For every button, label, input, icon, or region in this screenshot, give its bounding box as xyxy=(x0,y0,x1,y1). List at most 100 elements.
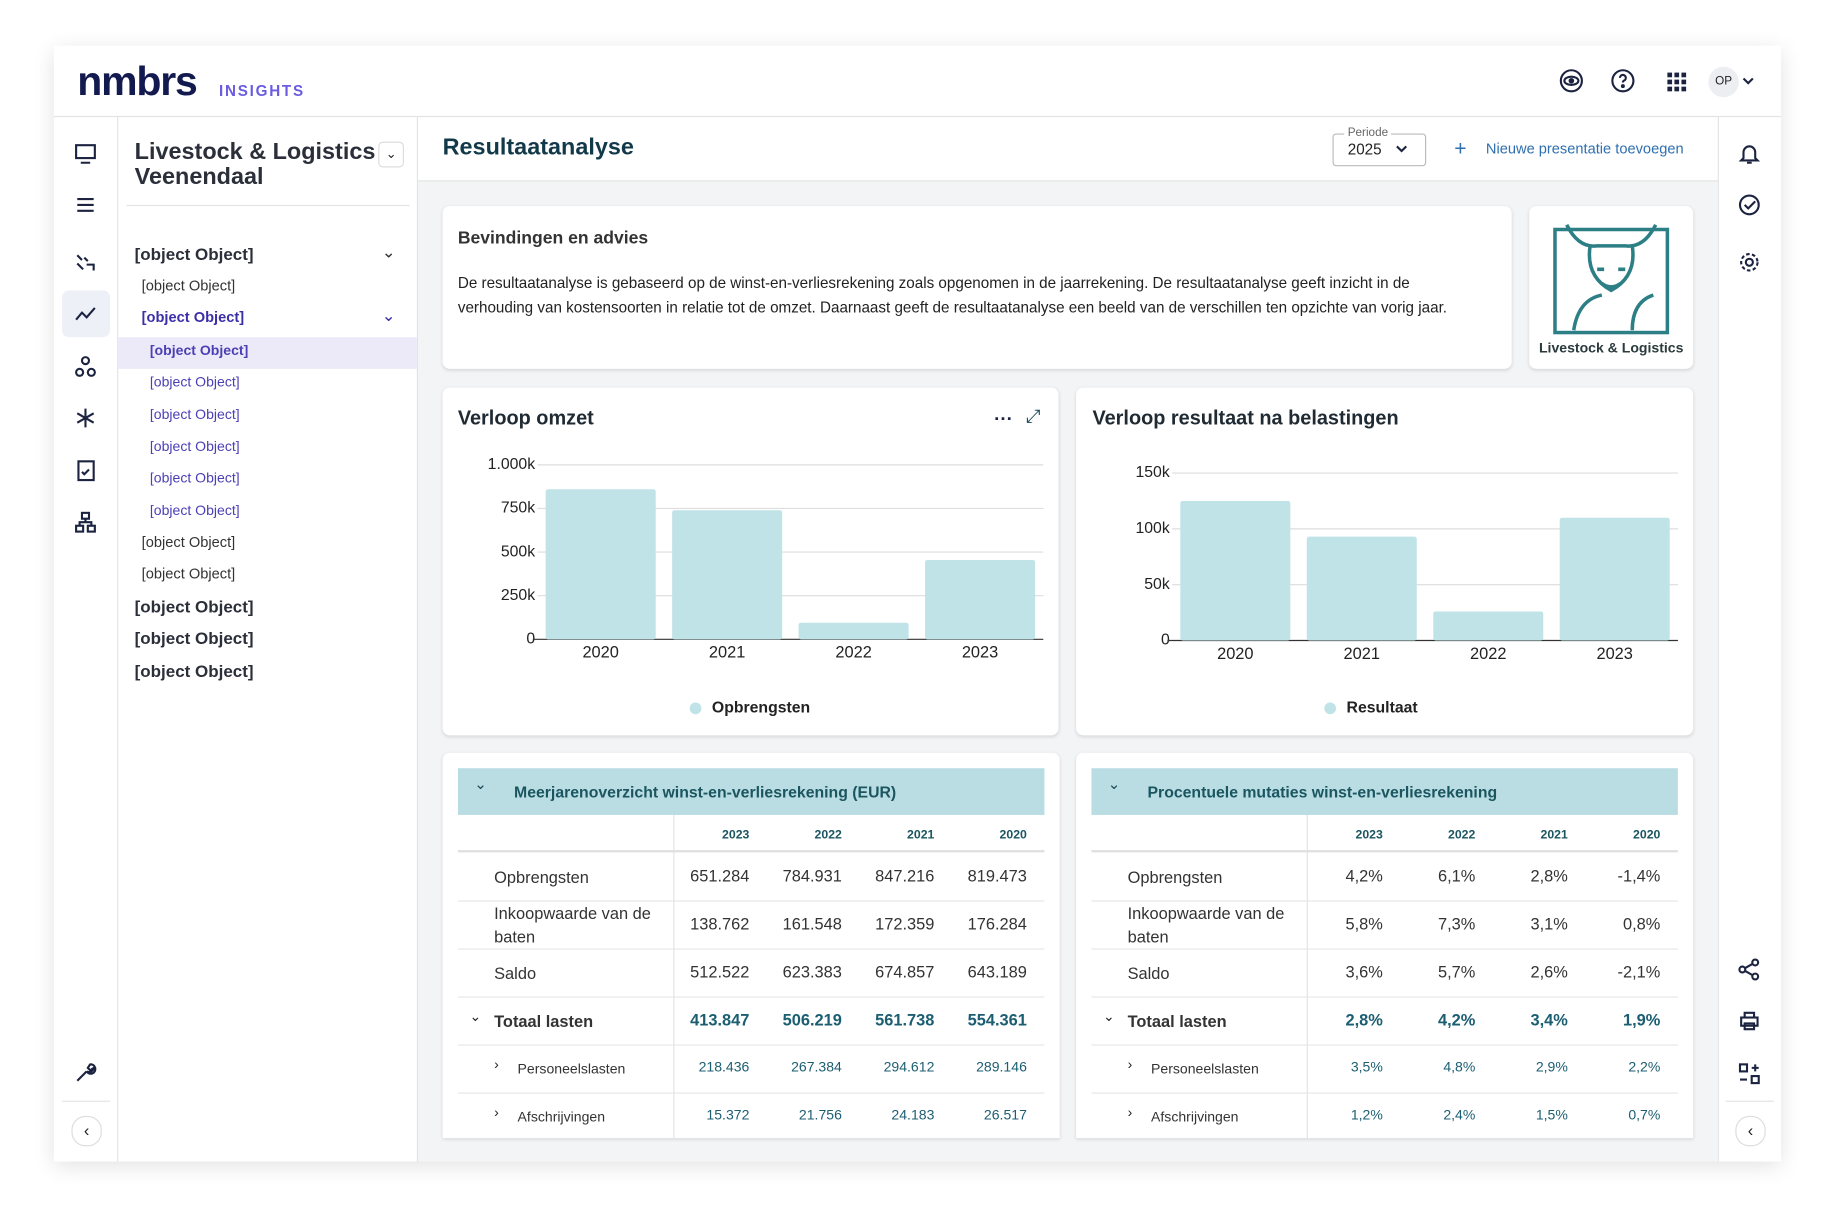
table-collapse[interactable]: ⌄ xyxy=(1107,775,1121,793)
share-icon[interactable] xyxy=(1736,957,1762,983)
nav-item[interactable]: [object Object] xyxy=(149,502,240,519)
row-label: Opbrengsten xyxy=(1127,867,1223,886)
row-rule xyxy=(1091,1092,1678,1094)
legend-label: Resultaat xyxy=(1347,700,1419,717)
nav-item[interactable]: [object Object] xyxy=(134,598,254,618)
add-button[interactable]: Nieuwe presentatie toevoegen xyxy=(1485,140,1684,157)
rail-icon[interactable] xyxy=(73,141,99,167)
apps-icon[interactable] xyxy=(1664,69,1690,95)
row-label: Afschrijvingen xyxy=(517,1108,606,1125)
legend-marker xyxy=(689,702,702,715)
nav-item[interactable]: [object Object] xyxy=(149,437,240,455)
rail-icon[interactable] xyxy=(73,354,99,380)
chart-expand[interactable]: ⤢ xyxy=(1025,407,1041,428)
row-rule xyxy=(1091,996,1678,998)
cell: 138.762 xyxy=(690,914,750,934)
view-icon[interactable] xyxy=(1558,68,1584,94)
row-rule xyxy=(1091,948,1678,950)
cell: 2,8% xyxy=(1530,866,1568,886)
nav-item[interactable]: [object Object] xyxy=(149,341,249,359)
rail-icon[interactable] xyxy=(73,458,99,484)
rail-divider xyxy=(1725,1100,1774,1102)
period-chevron xyxy=(1396,145,1408,153)
column-header: 2020 xyxy=(999,827,1027,842)
cell: 4,2% xyxy=(1437,1010,1476,1030)
cell: 21.756 xyxy=(798,1106,842,1123)
row-label: Afschrijvingen xyxy=(1151,1108,1239,1125)
header-rule xyxy=(1091,850,1678,853)
nav-item[interactable]: [object Object] xyxy=(141,533,236,551)
y-tick-label: 100k xyxy=(1135,520,1169,537)
cell: 24.183 xyxy=(891,1106,935,1123)
cell: 26.517 xyxy=(983,1106,1027,1123)
row-toggle[interactable]: ⌄ xyxy=(469,1008,482,1025)
avatar[interactable]: OP xyxy=(1708,66,1739,98)
export-icon[interactable] xyxy=(1736,1061,1762,1087)
cell: -1,4% xyxy=(1617,866,1661,886)
row-toggle[interactable]: › xyxy=(494,1104,499,1121)
logo: nmbrs xyxy=(77,58,198,105)
table: ⌄ Procentuele mutaties winst-en-verliesre… xyxy=(1091,768,1678,1139)
nav-item[interactable]: [object Object] xyxy=(149,373,240,390)
cell: 4,2% xyxy=(1345,866,1383,886)
settings-icon[interactable] xyxy=(1736,249,1762,275)
nav-item[interactable]: [object Object] xyxy=(141,277,236,294)
row-rule xyxy=(1091,900,1678,902)
nav-item[interactable]: [object Object] xyxy=(134,629,254,649)
y-tick-label: 500k xyxy=(501,543,535,560)
column-header: 2021 xyxy=(1540,827,1568,842)
rail-icon[interactable] xyxy=(73,249,99,275)
client-logo-text: Livestock & Logistics xyxy=(1538,339,1684,356)
table-header xyxy=(457,768,1045,815)
nav-item[interactable]: [object Object] xyxy=(149,469,240,486)
nav-item[interactable]: [object Object] xyxy=(141,309,245,326)
nav-item[interactable]: [object Object] xyxy=(134,662,254,682)
rail-icon[interactable] xyxy=(73,301,99,327)
bar xyxy=(672,510,783,640)
rail-icon[interactable] xyxy=(73,192,99,218)
cell: 161.548 xyxy=(782,914,842,934)
rail-icon[interactable] xyxy=(73,509,99,535)
table-collapse[interactable]: ⌄ xyxy=(474,775,487,793)
bell-icon[interactable] xyxy=(1736,141,1762,167)
add-icon[interactable]: + xyxy=(1454,136,1467,161)
collapse-button[interactable]: ‹ xyxy=(1735,1115,1766,1147)
row-toggle[interactable]: ⌄ xyxy=(1103,1008,1115,1025)
cell: 651.284 xyxy=(690,866,750,886)
legend-label: Opbrengsten xyxy=(712,700,810,717)
tools-icon[interactable] xyxy=(73,1060,99,1086)
cell: 2,9% xyxy=(1535,1058,1568,1075)
column-divider xyxy=(1306,814,1308,1139)
row-toggle[interactable]: › xyxy=(1127,1056,1133,1073)
rail-divider xyxy=(117,117,119,1162)
legend-marker xyxy=(1324,702,1337,715)
row-toggle[interactable]: › xyxy=(1127,1104,1133,1121)
nav-chevron: ⌄ xyxy=(381,305,396,325)
check-icon[interactable] xyxy=(1736,192,1762,218)
y-tick-label: 750k xyxy=(501,500,535,517)
nav-item[interactable]: [object Object] xyxy=(134,245,254,265)
column-header: 2023 xyxy=(1355,827,1383,842)
rail-icon[interactable] xyxy=(73,405,99,431)
chart-menu[interactable]: ··· xyxy=(994,409,1013,430)
nav-item[interactable]: [object Object] xyxy=(149,406,240,423)
chart-title: Verloop omzet xyxy=(458,407,594,429)
cell: 5,8% xyxy=(1345,914,1383,934)
org-dropdown[interactable]: ⌄ xyxy=(378,141,404,168)
collapse-button[interactable]: ‹ xyxy=(71,1115,102,1147)
right-rail-divider xyxy=(1717,117,1719,1162)
cell: 554.361 xyxy=(967,1010,1027,1030)
avatar-chevron[interactable] xyxy=(1740,70,1756,91)
table-card xyxy=(1076,752,1694,1139)
x-tick-label: 2021 xyxy=(1344,645,1380,663)
row-label: Saldo xyxy=(494,963,537,982)
row-label: Saldo xyxy=(1127,963,1170,982)
rail-active xyxy=(62,290,111,338)
row-toggle[interactable]: › xyxy=(494,1056,499,1073)
help-icon[interactable] xyxy=(1610,68,1636,94)
cell: 643.189 xyxy=(967,962,1027,982)
row-label: Totaal lasten xyxy=(1127,1011,1227,1030)
print-icon[interactable] xyxy=(1736,1008,1762,1034)
nav-item[interactable]: [object Object] xyxy=(141,565,236,582)
